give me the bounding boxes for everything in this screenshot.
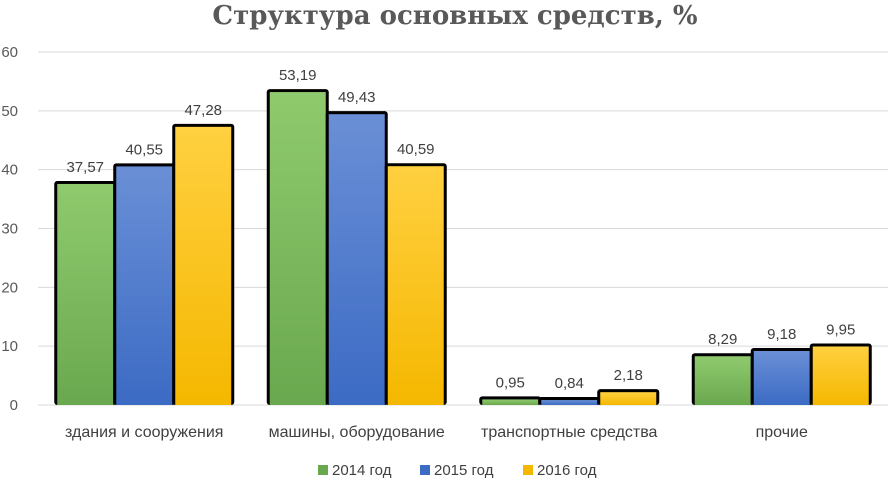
data-label: 9,18 <box>767 326 796 343</box>
legend-swatch <box>318 465 328 475</box>
data-label: 49,43 <box>338 89 376 106</box>
bar <box>175 126 232 405</box>
y-tick-label: 60 <box>1 44 18 61</box>
data-label: 53,19 <box>279 67 317 84</box>
bar <box>753 350 810 405</box>
bar <box>541 400 598 405</box>
legend-label: 2016 год <box>537 462 597 479</box>
y-tick-label: 10 <box>1 338 18 355</box>
data-label: 9,95 <box>826 321 855 338</box>
bar <box>694 356 751 405</box>
grid: 0 10 20 30 40 50 60 <box>1 44 888 414</box>
bar <box>600 392 657 405</box>
bars <box>54 89 872 406</box>
legend-label: 2015 год <box>434 462 494 479</box>
bar <box>387 166 444 405</box>
category-label: транспортные средства <box>481 424 658 441</box>
chart-title: Структура основных средств, % <box>212 1 697 31</box>
legend-swatch <box>420 465 430 475</box>
y-tick-label: 20 <box>1 279 18 296</box>
bar <box>482 399 539 405</box>
data-labels: 37,57 40,55 47,28 53,19 49,43 40,59 0,95 0,84 2,… <box>66 67 855 392</box>
bar <box>116 166 173 405</box>
category-label: прочие <box>756 424 808 441</box>
y-tick-label: 50 <box>1 103 18 120</box>
category-axis: здания и сооружения машины, оборудование т… <box>65 424 808 441</box>
bar <box>57 183 114 405</box>
legend: 2014 год 2015 год 2016 год <box>318 462 597 479</box>
data-label: 0,84 <box>555 375 584 392</box>
data-label: 47,28 <box>184 102 222 119</box>
data-label: 37,57 <box>66 159 104 176</box>
legend-swatch <box>523 465 533 475</box>
data-label: 40,59 <box>397 141 435 158</box>
data-label: 40,55 <box>125 141 163 158</box>
y-tick-label: 30 <box>1 221 18 238</box>
y-tick-label: 0 <box>10 397 18 414</box>
bar <box>328 114 385 406</box>
data-label: 2,18 <box>614 367 643 384</box>
y-tick-label: 40 <box>1 162 18 179</box>
bar <box>812 346 869 405</box>
category-label: здания и сооружения <box>65 424 223 441</box>
category-label: машины, оборудование <box>269 424 445 441</box>
data-label: 0,95 <box>496 374 525 391</box>
legend-label: 2014 год <box>332 462 392 479</box>
bar <box>269 92 326 406</box>
data-label: 8,29 <box>708 331 737 348</box>
